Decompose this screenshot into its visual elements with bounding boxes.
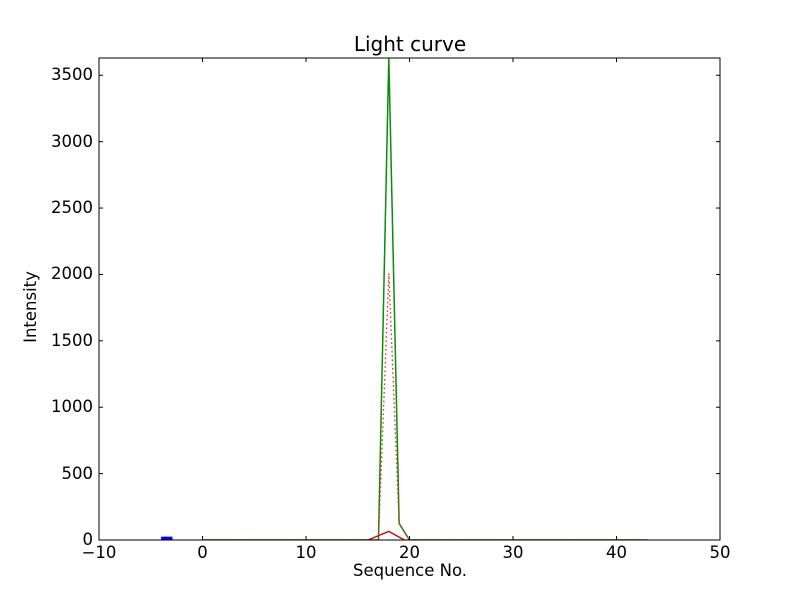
series-green-solid-curve (202, 58, 648, 540)
y-tick-label: 0 (82, 530, 94, 549)
x-axis-label: Sequence No. (352, 561, 468, 580)
y-tick-label: 2500 (51, 198, 93, 218)
x-tick-label: 10 (295, 543, 317, 562)
chart-title: Light curve (353, 32, 467, 56)
series-red-dotted-curve (202, 272, 648, 540)
x-tick-label: 20 (399, 543, 420, 562)
y-tick-label: 2000 (51, 264, 93, 284)
x-tick-label: 40 (606, 543, 627, 562)
x-tick-label: 30 (502, 543, 524, 562)
y-tick-label: 1500 (51, 330, 93, 350)
x-tick-label: 0 (197, 543, 208, 562)
y-tick-label: 500 (61, 463, 94, 483)
y-tick-label: 1000 (51, 397, 93, 417)
plot-frame (98, 57, 721, 541)
x-tick-label: −10 (81, 543, 117, 562)
y-tick-label: 3000 (51, 131, 93, 151)
x-tick-label: 50 (709, 543, 731, 562)
y-tick-label: 3500 (51, 65, 93, 85)
series-red-solid-curve (202, 530, 648, 540)
